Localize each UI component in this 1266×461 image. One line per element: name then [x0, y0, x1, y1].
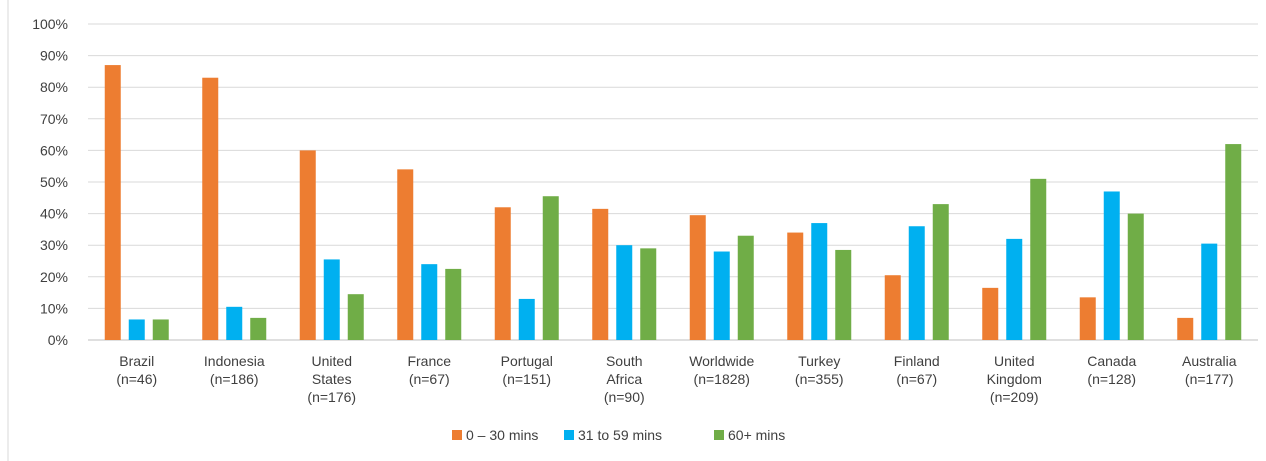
y-tick-label: 100%: [32, 16, 68, 32]
bar: [1225, 144, 1242, 340]
bar: [323, 259, 340, 340]
x-category-label: United: [312, 353, 352, 369]
bar: [518, 298, 535, 340]
x-category-label: Finland: [894, 353, 940, 369]
bar: [1201, 243, 1218, 340]
bar: [689, 215, 706, 340]
bar: [152, 319, 169, 340]
bar: [542, 196, 559, 340]
x-category-label: Canada: [1087, 353, 1136, 369]
x-category-label: (n=128): [1087, 371, 1136, 387]
x-category-label: (n=46): [116, 371, 157, 387]
x-category-label: (n=177): [1185, 371, 1234, 387]
bar: [1103, 191, 1120, 340]
bar: [226, 306, 243, 340]
x-category-label: South: [606, 353, 643, 369]
bar: [1006, 238, 1023, 340]
x-category-label: Worldwide: [689, 353, 754, 369]
x-category-label: (n=67): [896, 371, 937, 387]
bar: [640, 248, 657, 340]
bar: [347, 294, 364, 340]
x-axis-labels: Brazil (n=46) Indonesia (n=186) United States…: [116, 353, 1236, 405]
y-tick-label: 60%: [40, 142, 68, 158]
legend-swatch: [714, 430, 724, 440]
x-category-label: (n=1828): [694, 371, 750, 387]
x-category-label: Turkey: [798, 353, 840, 369]
bar: [494, 207, 511, 340]
x-category-label: Australia: [1182, 353, 1237, 369]
legend-label: 0 – 30 mins: [466, 427, 538, 443]
bars: [104, 65, 1242, 340]
bar: [932, 204, 949, 340]
x-category-label: United: [994, 353, 1034, 369]
y-tick-label: 70%: [40, 111, 68, 127]
bar: [811, 223, 828, 340]
bar: [1177, 317, 1194, 340]
legend-swatch: [452, 430, 462, 440]
x-category-label: Kingdom: [987, 371, 1042, 387]
bar: [250, 317, 267, 340]
y-tick-label: 0%: [48, 332, 68, 348]
x-category-label: Africa: [606, 371, 642, 387]
bar: [616, 245, 633, 340]
y-tick-label: 50%: [40, 174, 68, 190]
y-tick-label: 40%: [40, 206, 68, 222]
x-category-label: (n=176): [307, 389, 356, 405]
legend-label: 31 to 59 mins: [578, 427, 662, 443]
bar: [908, 226, 925, 340]
x-category-label: (n=186): [210, 371, 259, 387]
bar: [128, 319, 145, 340]
x-category-label: France: [407, 353, 451, 369]
bar: [1030, 178, 1047, 340]
legend: 0 – 30 mins 31 to 59 mins 60+ mins: [452, 427, 785, 443]
bar: [835, 249, 852, 340]
y-tick-label: 30%: [40, 237, 68, 253]
x-category-label: Brazil: [119, 353, 154, 369]
gridlines: [88, 23, 1258, 341]
x-category-label: (n=355): [795, 371, 844, 387]
bar: [104, 65, 121, 340]
bar: [592, 208, 609, 340]
x-category-label: Portugal: [501, 353, 553, 369]
x-category-label: Indonesia: [204, 353, 265, 369]
bar: [982, 287, 999, 340]
bar: [202, 77, 219, 340]
bar: [1127, 213, 1144, 340]
bar: [421, 264, 438, 340]
bar: [445, 268, 462, 340]
bar: [1079, 297, 1096, 340]
legend-label: 60+ mins: [728, 427, 785, 443]
bar: [397, 169, 414, 340]
y-tick-label: 90%: [40, 48, 68, 64]
y-tick-label: 80%: [40, 79, 68, 95]
y-tick-label: 10%: [40, 300, 68, 316]
x-category-label: (n=151): [502, 371, 551, 387]
x-category-label: (n=209): [990, 389, 1039, 405]
legend-swatch: [564, 430, 574, 440]
y-tick-label: 20%: [40, 269, 68, 285]
bar: [713, 251, 730, 340]
bar: [299, 150, 316, 340]
bar: [737, 235, 754, 340]
bar: [787, 232, 804, 340]
x-category-label: (n=90): [604, 389, 645, 405]
x-category-label: (n=67): [409, 371, 450, 387]
x-category-label: States: [312, 371, 352, 387]
y-axis-ticks: 0% 10% 20% 30% 40% 50% 60% 70% 80% 90% 100%: [32, 16, 68, 348]
bar: [884, 275, 901, 340]
